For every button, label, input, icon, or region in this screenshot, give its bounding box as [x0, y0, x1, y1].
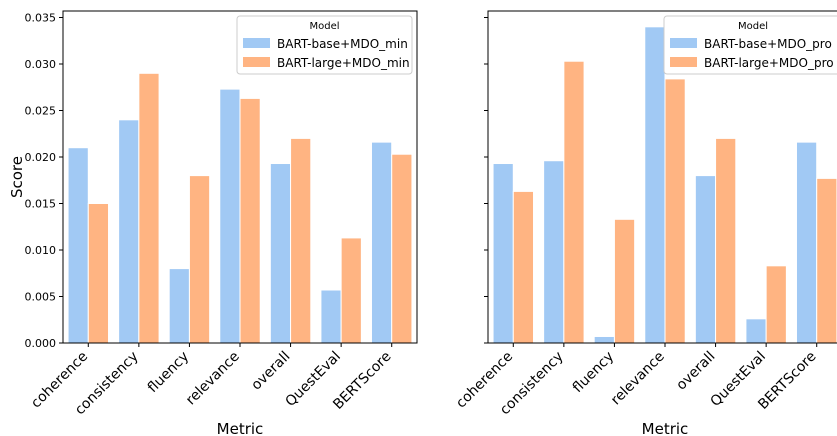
y-tick-label: 0.000	[25, 337, 57, 350]
x-axis-label: Metric	[217, 420, 264, 436]
bar-BART-large+MDO_min-coherence	[87, 203, 110, 344]
x-tick-label: fluency	[570, 349, 617, 396]
y-tick-label: 0.005	[25, 291, 57, 304]
y-tick-label: 0.025	[25, 105, 57, 118]
legend-entry: BART-large+MDO_min	[277, 56, 410, 70]
bar-BART-base+MDO_pro-consistency	[543, 160, 565, 344]
y-tick-label: 0.030	[25, 58, 57, 71]
bar-BART-large+MDO_min-QuestEval	[340, 237, 362, 344]
legend-swatch	[670, 57, 697, 67]
bar-BART-base+MDO_min-consistency	[118, 119, 140, 344]
x-axis-label: Metric	[642, 420, 689, 436]
legend-swatch	[243, 38, 270, 48]
legend-swatch	[670, 38, 697, 48]
bar-BART-large+MDO_pro-overall	[715, 137, 737, 344]
bar-BART-base+MDO_pro-coherence	[492, 163, 514, 344]
bar-BART-base+MDO_pro-overall	[694, 175, 717, 344]
bar-BART-large+MDO_pro-consistency	[563, 60, 585, 344]
bar-BART-large+MDO_pro-relevance	[664, 78, 686, 344]
left-chart-panel: 0.000 0.005 0.010 0.015 0.020 0.025 0.030 0.035…	[8, 10, 418, 436]
bar-BART-base+MDO_pro-fluency	[593, 335, 615, 344]
bar-BART-base+MDO_min-coherence	[67, 147, 89, 344]
bar-BART-large+MDO_min-overall	[290, 137, 312, 344]
bar-BART-base+MDO_min-QuestEval	[320, 289, 342, 344]
bar-BART-large+MDO_pro-BERTScore	[816, 177, 837, 344]
legend-title: Model	[738, 21, 768, 32]
bar-BART-base+MDO_min-overall	[269, 163, 292, 344]
x-tick-label: fluency	[145, 349, 192, 396]
bar-BART-base+MDO_pro-relevance	[644, 26, 666, 344]
bar-BART-large+MDO_min-relevance	[239, 97, 261, 344]
bar-BART-base+MDO_min-fluency	[168, 268, 190, 344]
bar-BART-large+MDO_min-BERTScore	[391, 153, 413, 344]
x-tick-label: overall	[673, 349, 718, 394]
legend-box	[663, 15, 837, 75]
x-tick-label: overall	[248, 349, 293, 394]
legend-entry: BART-base+MDO_pro	[704, 37, 832, 51]
bar-BART-base+MDO_pro-QuestEval	[745, 318, 767, 344]
x-tick-label: relevance	[183, 349, 243, 409]
x-tick-label: relevance	[608, 349, 668, 409]
y-tick-label: 0.015	[25, 198, 57, 211]
bar-BART-large+MDO_pro-fluency	[613, 218, 636, 344]
legend-entry: BART-base+MDO_min	[277, 37, 408, 51]
bar-BART-large+MDO_pro-QuestEval	[765, 265, 787, 344]
bar-BART-base+MDO_min-BERTScore	[370, 141, 393, 344]
y-tick-label: 0.035	[25, 12, 57, 25]
y-tick-label: 0.020	[25, 151, 57, 164]
bar-BART-large+MDO_min-fluency	[188, 175, 211, 344]
y-tick-label: 0.010	[25, 244, 57, 257]
legend-entry: BART-large+MDO_pro	[704, 56, 834, 70]
y-axis-label: Score	[8, 156, 26, 198]
bar-BART-base+MDO_min-relevance	[219, 88, 241, 344]
bar-BART-base+MDO_pro-BERTScore	[795, 141, 818, 344]
bar-BART-large+MDO_pro-coherence	[512, 190, 535, 344]
legend-box	[236, 15, 413, 75]
bar-BART-large+MDO_min-consistency	[138, 72, 160, 344]
legend-swatch	[243, 57, 270, 67]
legend-title: Model	[309, 21, 339, 32]
